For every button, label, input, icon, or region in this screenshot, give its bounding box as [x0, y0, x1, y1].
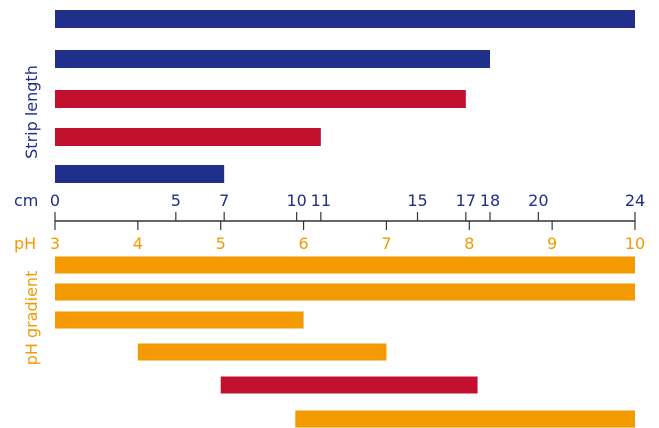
ph-tick-label: 8	[464, 234, 474, 253]
cm-tick-label: 17	[456, 191, 476, 210]
cm-tick-label: 11	[311, 191, 331, 210]
ph-gradient-bars	[55, 256, 635, 428]
strip-bar	[55, 90, 466, 108]
cm-tick-label: 10	[286, 191, 306, 210]
dual-axis: 0 5 7 10 11 15 17 18 20 24 3 4 5 6 7 8 9 10 cm pH	[14, 191, 645, 253]
cm-tick-label: 24	[625, 191, 645, 210]
strip-bar	[55, 165, 225, 183]
cm-tick-label: 18	[480, 191, 500, 210]
cm-axis-label: cm	[14, 191, 38, 210]
cm-tick-label: 15	[407, 191, 427, 210]
cm-tick-label: 5	[171, 191, 181, 210]
ph-gradient-bar	[137, 343, 387, 361]
ph-axis-label: pH	[14, 234, 36, 253]
ph-tick-label: 4	[133, 234, 143, 253]
ph-tick-label: 7	[381, 234, 391, 253]
ph-gradient-bar	[55, 311, 304, 329]
ph-gradient-bar	[55, 256, 635, 274]
cm-ticks: 0 5 7 10 11 15 17 18 20 24	[50, 191, 645, 221]
ph-tick-label: 9	[547, 234, 557, 253]
ph-tick-label: 10	[625, 234, 645, 253]
ph-gradient-bar	[55, 283, 635, 301]
strip-length-ylabel: Strip length	[22, 65, 41, 159]
cm-tick-label: 20	[528, 191, 548, 210]
ph-gradient-bar	[220, 376, 478, 394]
ph-gradient-bar	[295, 410, 635, 428]
ph-gradient-ylabel: pH gradient	[22, 271, 41, 366]
strip-bar	[55, 10, 635, 28]
ph-tick-label: 5	[216, 234, 226, 253]
ph-ticks: 3 4 5 6 7 8 9 10	[50, 221, 645, 253]
strip-bar	[55, 50, 490, 68]
ph-tick-label: 6	[298, 234, 308, 253]
cm-tick-label: 0	[50, 191, 60, 210]
ph-tick-label: 3	[50, 234, 60, 253]
cm-tick-label: 7	[219, 191, 229, 210]
strip-length-bars	[55, 10, 635, 183]
strip-bar	[55, 128, 321, 146]
